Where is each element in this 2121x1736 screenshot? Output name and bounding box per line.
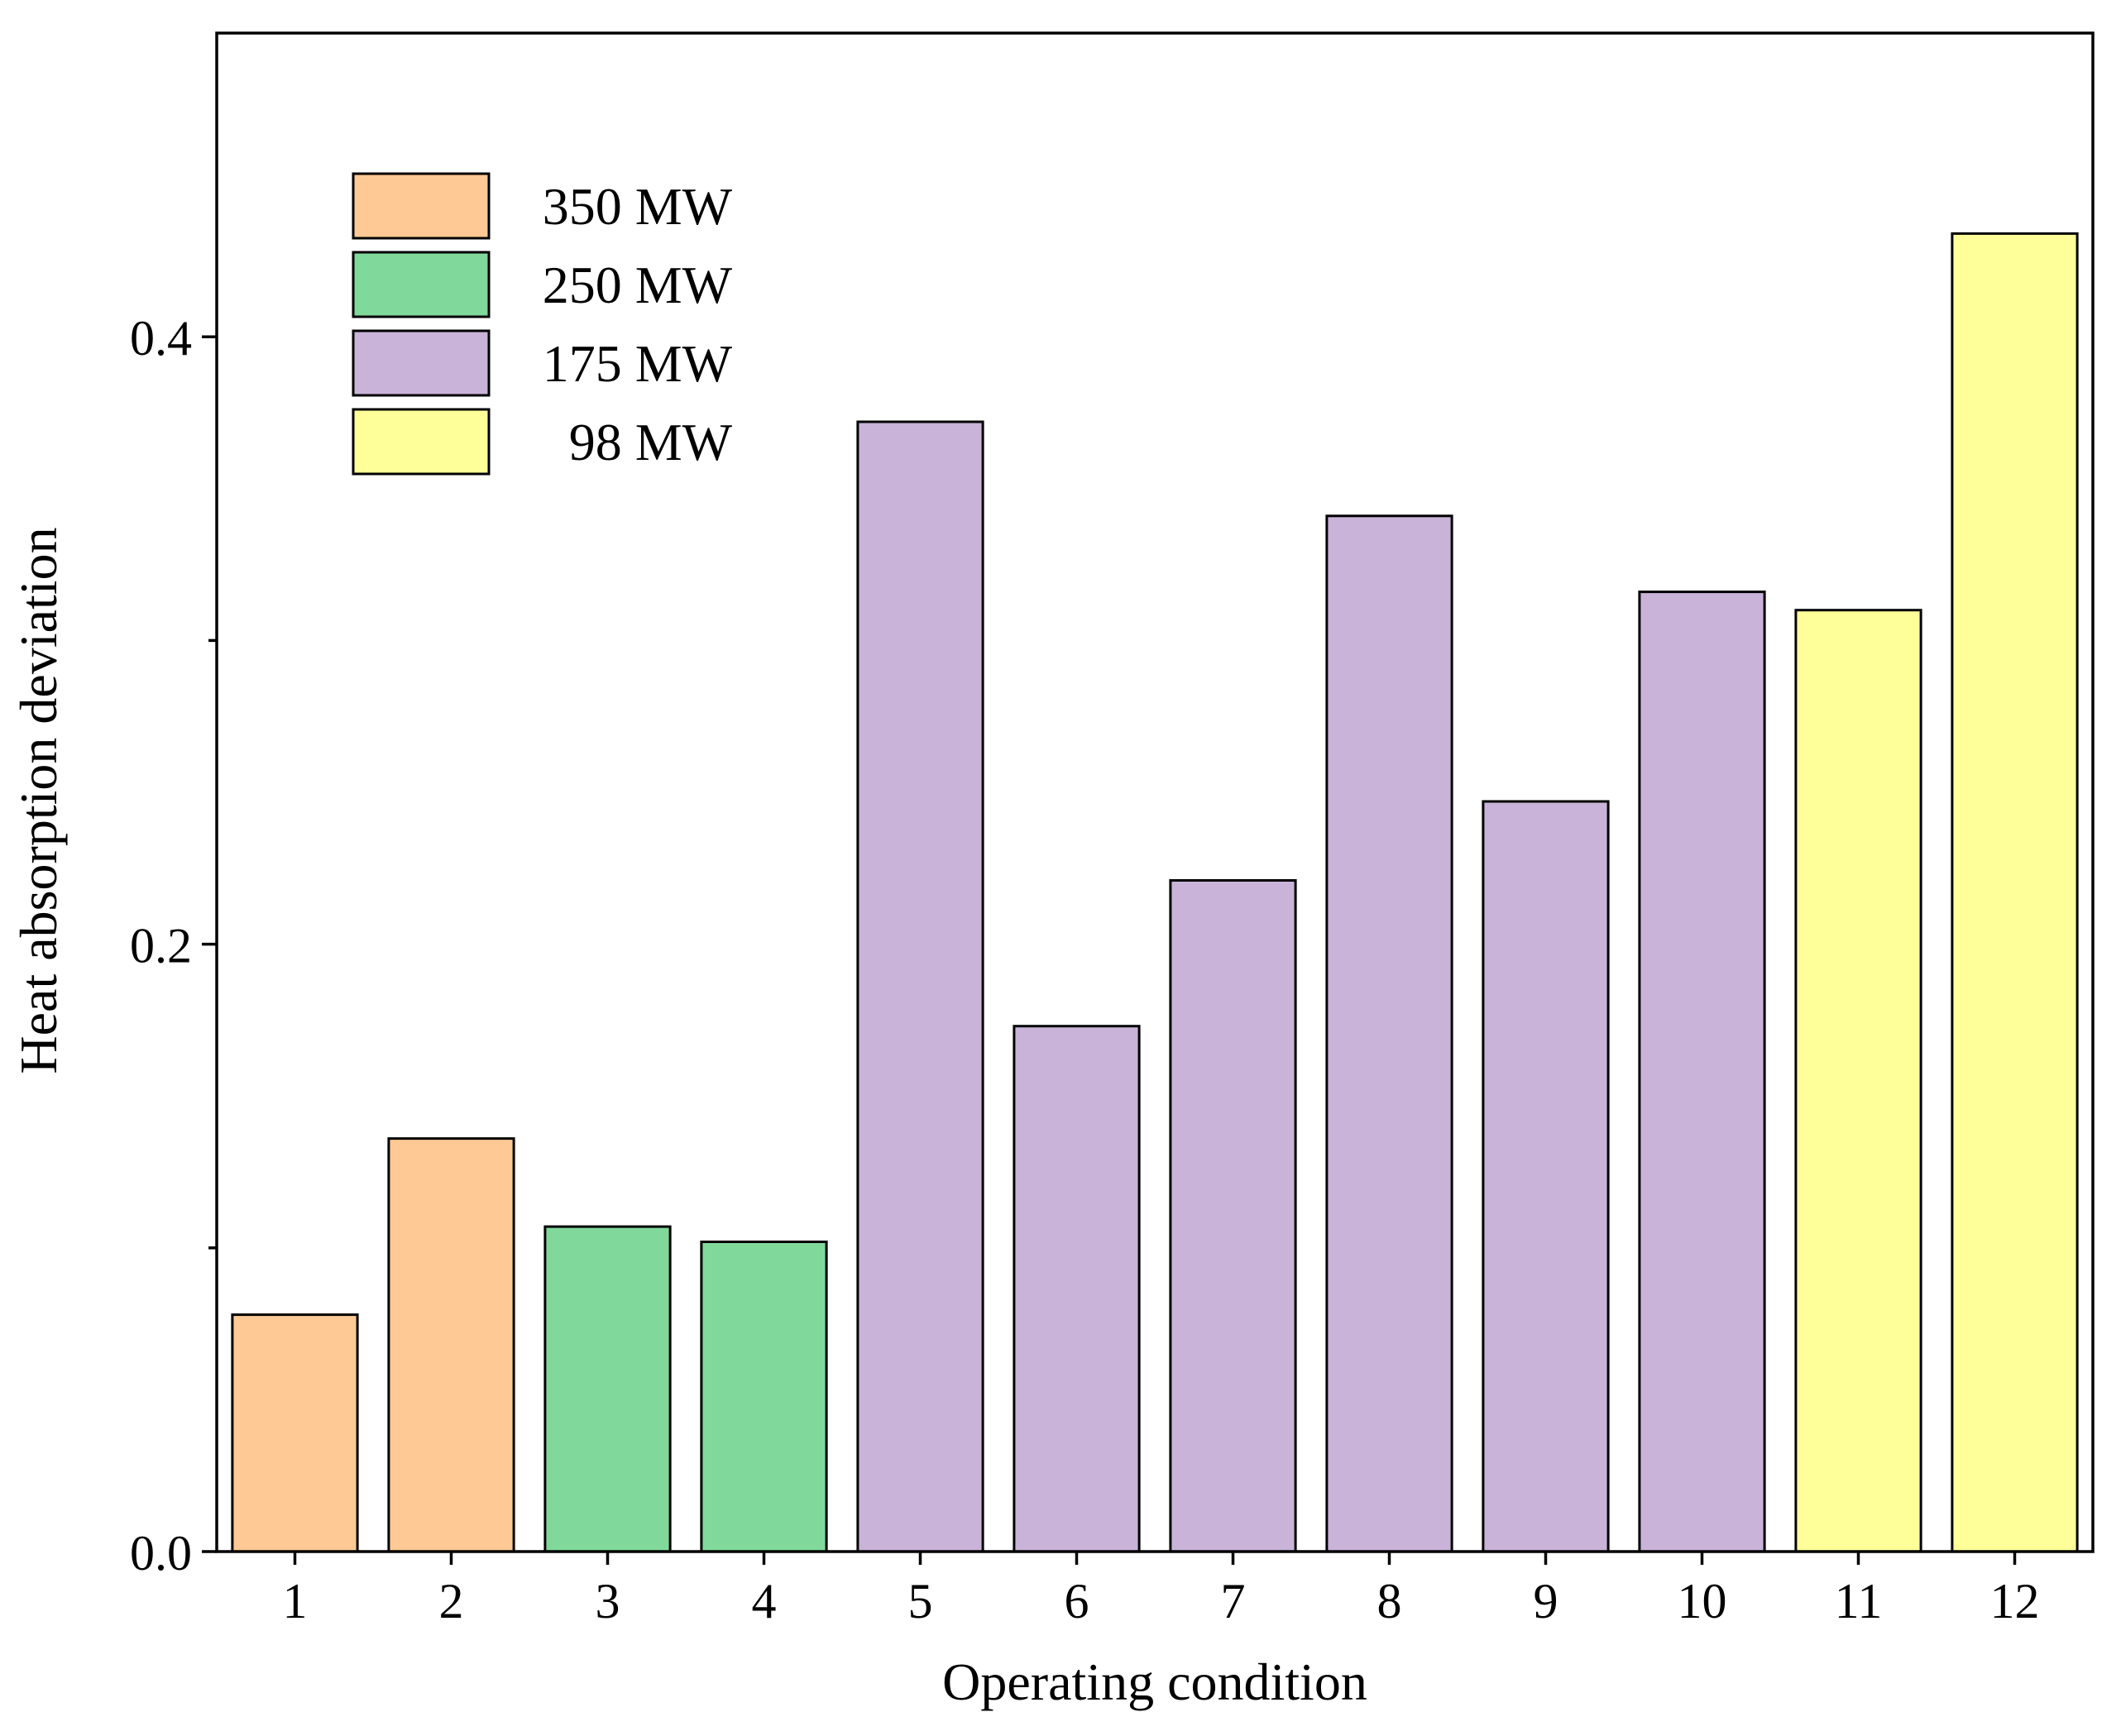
- legend-swatch: [352, 172, 491, 240]
- legend-swatch: [352, 329, 491, 397]
- plot-frame: [215, 31, 2095, 1553]
- bar-9: [1482, 800, 1610, 1553]
- bar-3: [543, 1225, 672, 1553]
- x-tick-label: 12: [1990, 1574, 2040, 1628]
- bar-1: [231, 1313, 359, 1553]
- x-tick-label: 8: [1377, 1574, 1402, 1628]
- bar-5: [856, 420, 984, 1553]
- x-tick-label: 7: [1221, 1574, 1246, 1628]
- x-tick-label: 9: [1534, 1574, 1558, 1628]
- x-tick-label: 4: [752, 1574, 777, 1628]
- x-axis-title: Operating condition: [942, 1652, 1367, 1711]
- legend-label: 250 MW: [543, 256, 733, 314]
- x-tick-label: 1: [283, 1574, 308, 1628]
- y-tick-label: 0.0: [130, 1526, 192, 1581]
- bar-8: [1325, 514, 1453, 1553]
- legend-swatch: [352, 251, 491, 318]
- bar-4: [700, 1241, 828, 1553]
- bar-7: [1169, 879, 1297, 1553]
- x-tick-label: 11: [1835, 1574, 1883, 1628]
- bars: [231, 232, 2079, 1553]
- x-tick-label: 3: [596, 1574, 620, 1628]
- x-tick-label: 10: [1678, 1574, 1727, 1628]
- x-tick-label: 6: [1065, 1574, 1089, 1628]
- legend: 350 MW 250 MW 175 MW 98 MW: [352, 172, 733, 476]
- legend-label: 98 MW: [569, 413, 733, 471]
- y-tick-label: 0.4: [130, 311, 192, 366]
- bar-10: [1638, 591, 1766, 1553]
- bar-6: [1013, 1025, 1141, 1553]
- bar-11: [1794, 609, 1922, 1553]
- y-axis-title: Heat absorption deviation: [9, 527, 68, 1074]
- bar-2: [387, 1137, 515, 1553]
- legend-label: 350 MW: [543, 177, 733, 236]
- bar-12: [1951, 232, 2079, 1553]
- axes: 0.00.20.41 2 3 4 5 6 7 8 9 10 11 12: [130, 31, 2095, 1628]
- y-tick-label: 0.2: [130, 919, 192, 973]
- legend-label: 175 MW: [543, 334, 733, 393]
- x-tick-label: 2: [439, 1574, 464, 1628]
- x-tick-label: 5: [908, 1574, 933, 1628]
- legend-swatch: [352, 408, 491, 476]
